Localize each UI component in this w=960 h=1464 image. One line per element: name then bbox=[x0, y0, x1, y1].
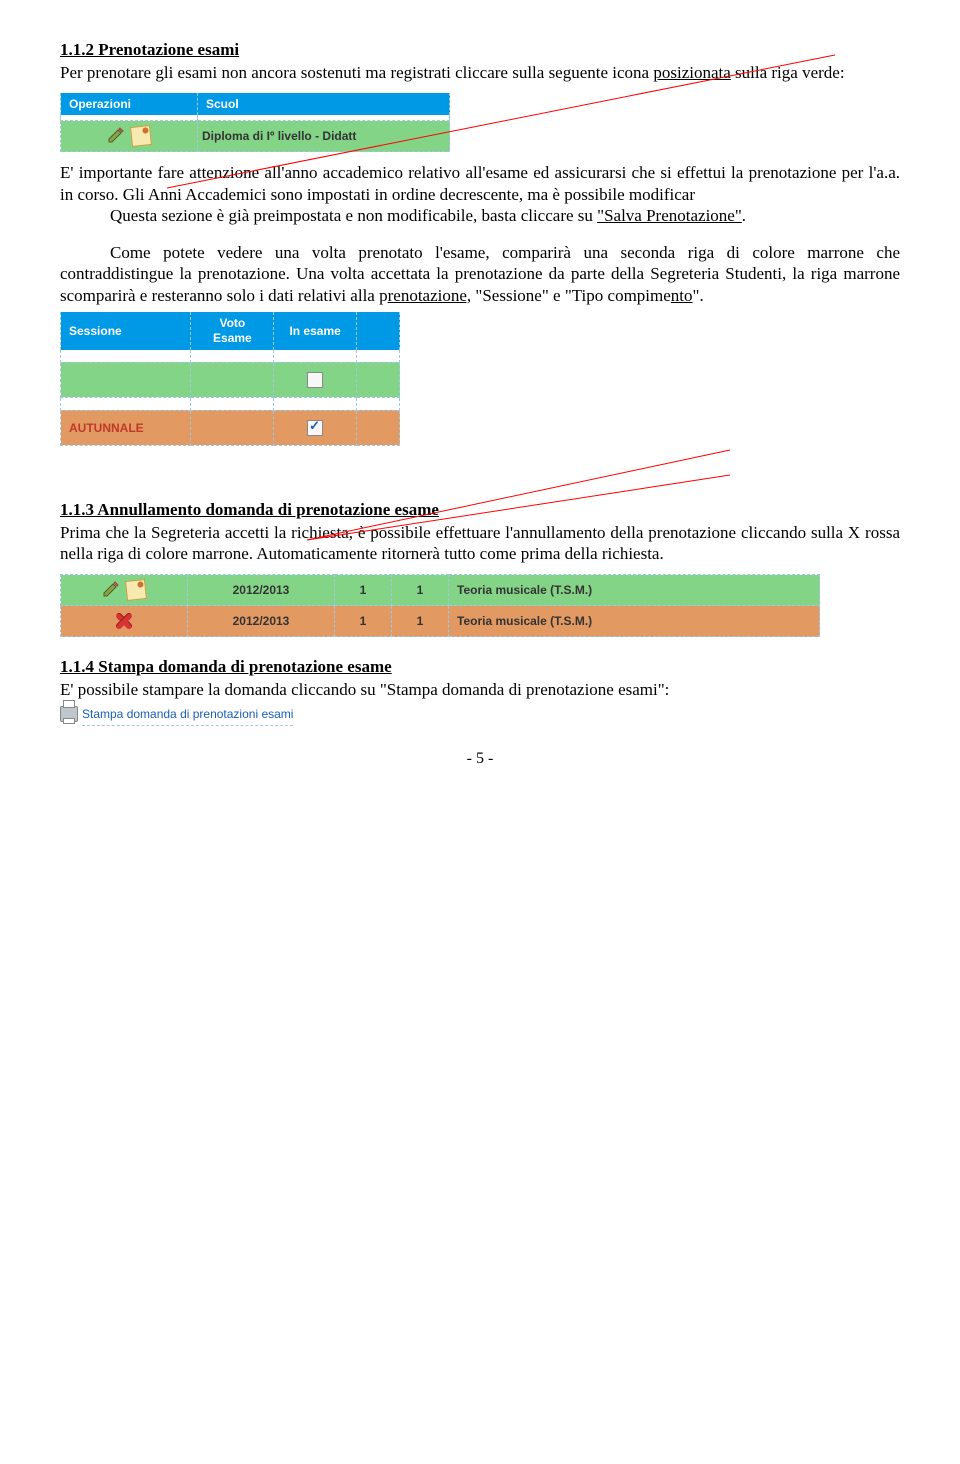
section-heading-4: 1.1.4 Stampa domanda di prenotazione esa… bbox=[60, 657, 900, 677]
cell-year: 2012/2013 bbox=[188, 606, 335, 637]
screenshot-table-header: Operazioni Scuol Diploma di Iº livello -… bbox=[60, 93, 900, 152]
text-underline: "Salva Prenotazione" bbox=[597, 206, 742, 225]
text: ". bbox=[693, 286, 704, 305]
print-link[interactable]: Stampa domanda di prenotazioni esami bbox=[82, 703, 293, 726]
section-heading-3: 1.1.3 Annullamento domanda di prenotazio… bbox=[60, 500, 900, 520]
text: . bbox=[742, 206, 746, 225]
th-scuola: Scuol bbox=[198, 93, 450, 115]
text-underline: renotazione, bbox=[388, 286, 472, 305]
cell-num: 1 bbox=[392, 606, 449, 637]
th-in-esame: In esame bbox=[274, 312, 357, 350]
th-operazioni: Operazioni bbox=[61, 93, 198, 115]
print-icon[interactable] bbox=[60, 706, 78, 722]
table-row bbox=[61, 362, 400, 397]
section-1-p3: Come potete vedere una volta prenotato l… bbox=[60, 242, 900, 306]
section-heading-1: 1.1.2 Prenotazione esami bbox=[60, 40, 900, 60]
section-1-p2b: Questa sezione è già preimpostata e non … bbox=[60, 205, 900, 226]
text-underline: posizionata bbox=[653, 63, 730, 82]
cell-year: 2012/2013 bbox=[188, 575, 335, 606]
page-number: - 5 - bbox=[0, 750, 960, 768]
table-annullamento: 2012/2013 1 1 Teoria musicale (T.S.M.) 2… bbox=[60, 574, 820, 637]
cell-num: 1 bbox=[335, 575, 392, 606]
note-icon[interactable] bbox=[130, 125, 152, 147]
text: sulla riga verde: bbox=[731, 63, 845, 82]
cell-subject: Teoria musicale (T.S.M.) bbox=[449, 606, 820, 637]
table-row: AUTUNNALE bbox=[61, 410, 400, 445]
table-operations: Operazioni Scuol Diploma di Iº livello -… bbox=[60, 93, 450, 152]
delete-icon[interactable] bbox=[114, 611, 134, 631]
section-1-p1: Per prenotare gli esami non ancora soste… bbox=[60, 62, 900, 83]
cell-subject: Teoria musicale (T.S.M.) bbox=[449, 575, 820, 606]
cell-autunnale: AUTUNNALE bbox=[61, 410, 191, 445]
th-empty bbox=[356, 312, 399, 350]
text: E' importante fare attenzione all'anno a… bbox=[60, 163, 900, 203]
note-icon[interactable] bbox=[125, 579, 147, 601]
text: Questa sezione è già preimpostata e non … bbox=[110, 206, 597, 225]
edit-icon[interactable] bbox=[107, 126, 125, 147]
section-4-p1: E' possibile stampare la domanda cliccan… bbox=[60, 679, 900, 700]
table-sessione: Sessione Voto Esame In esame AUTUNNALE bbox=[60, 312, 400, 446]
text-underline: nto bbox=[671, 286, 693, 305]
section-1-p2: E' importante fare attenzione all'anno a… bbox=[60, 162, 900, 205]
th-sessione: Sessione bbox=[61, 312, 191, 350]
cell-diploma: Diploma di Iº livello - Didatt bbox=[198, 121, 450, 152]
table-row: 2012/2013 1 1 Teoria musicale (T.S.M.) bbox=[61, 575, 820, 606]
edit-icon[interactable] bbox=[102, 580, 120, 601]
table-row: Diploma di Iº livello - Didatt bbox=[61, 121, 450, 152]
text: "Sessione" e "Tipo compime bbox=[471, 286, 671, 305]
text: Per prenotare gli esami non ancora soste… bbox=[60, 63, 653, 82]
checkbox-unchecked[interactable] bbox=[307, 372, 323, 388]
cell-num: 1 bbox=[335, 606, 392, 637]
cell-num: 1 bbox=[392, 575, 449, 606]
th-voto: Voto Esame bbox=[191, 312, 274, 350]
section-3-p1: Prima che la Segreteria accetti la richi… bbox=[60, 522, 900, 565]
checkbox-checked[interactable] bbox=[307, 420, 323, 436]
table-row: 2012/2013 1 1 Teoria musicale (T.S.M.) bbox=[61, 606, 820, 637]
